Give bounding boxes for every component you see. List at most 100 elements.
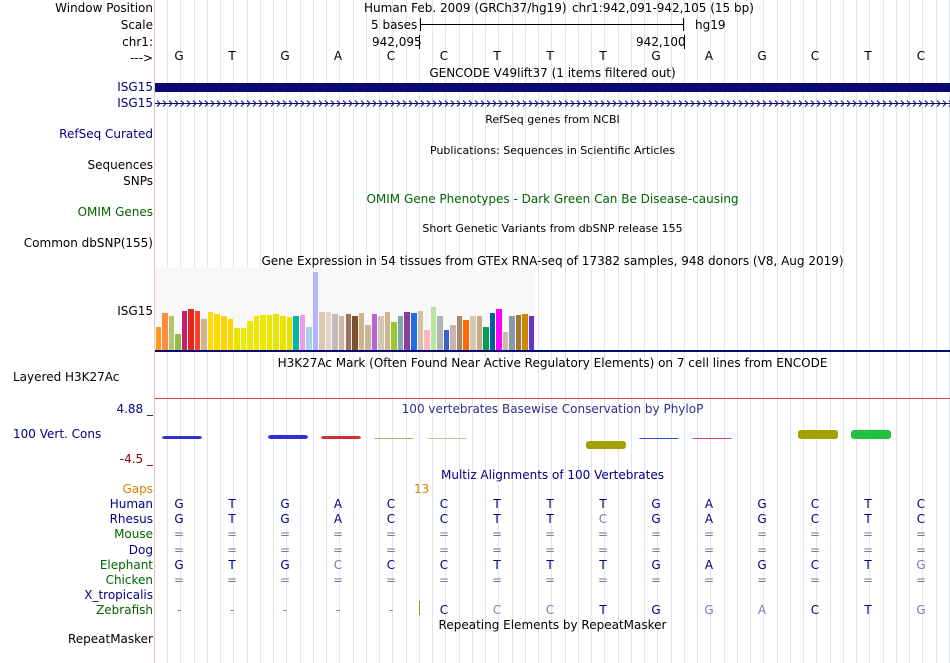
strand-chevron [744, 100, 749, 107]
gtex-tissue-bar[interactable] [227, 318, 234, 350]
strand-chevron [276, 100, 281, 107]
publications-track-title[interactable]: Publications: Sequences in Scientific Ar… [430, 144, 675, 157]
gtex-tissue-bar[interactable] [463, 320, 469, 350]
gtex-tissue-bar[interactable] [528, 315, 535, 350]
gtex-tissue-bar[interactable] [338, 315, 345, 350]
gtex-tissue-bar[interactable] [411, 313, 417, 350]
gtex-tissue-bar[interactable] [312, 272, 319, 350]
h3k27ac-track-title[interactable]: H3K27Ac Mark (Often Found Near Active Re… [277, 356, 828, 370]
gtex-tissue-bar[interactable] [207, 312, 214, 350]
gtex-tissue-bar[interactable] [266, 314, 273, 350]
gene-label-isg15-refseq[interactable]: ISG15 [117, 96, 153, 110]
gtex-track-title[interactable]: Gene Expression in 54 tissues from GTEx … [261, 254, 844, 268]
gtex-tissue-bar[interactable] [430, 307, 437, 350]
species-label[interactable]: Chicken [105, 573, 153, 587]
alignment-base: T [228, 512, 236, 527]
gtex-tissue-bar[interactable] [437, 315, 443, 350]
gtex-tissue-bar[interactable] [469, 315, 476, 350]
gtex-tissue-bar[interactable] [450, 325, 456, 350]
sequences-label[interactable]: Sequences [87, 158, 153, 172]
gtex-tissue-bar[interactable] [365, 325, 371, 350]
gtex-tissue-bar[interactable] [391, 322, 397, 350]
gtex-tissue-bar[interactable] [345, 313, 352, 350]
gtex-tissue-bar[interactable] [522, 313, 528, 350]
gtex-tissue-bar[interactable] [325, 312, 332, 350]
gtex-tissue-bar[interactable] [247, 321, 253, 350]
gtex-tissue-bar[interactable] [483, 327, 489, 350]
gtex-tissue-bar[interactable] [515, 314, 522, 350]
species-label[interactable]: Zebrafish [96, 603, 153, 618]
gtex-tissue-bar[interactable] [502, 331, 509, 350]
species-label[interactable]: Rhesus [109, 512, 153, 527]
gtex-tissue-bar[interactable] [181, 310, 188, 350]
species-label[interactable]: Elephant [99, 557, 153, 572]
common-dbsnp-label[interactable]: Common dbSNP(155) [23, 236, 153, 250]
gtex-tissue-bar[interactable] [253, 315, 260, 350]
gtex-tissue-bar[interactable] [188, 309, 194, 350]
refseq-isg15-intron[interactable] [155, 98, 950, 109]
gtex-tissue-bar[interactable] [476, 315, 483, 350]
species-label[interactable]: X_tropicalis [84, 588, 153, 603]
gtex-tissue-bar[interactable] [162, 313, 168, 350]
phylop-conservation-plot[interactable] [155, 420, 950, 456]
gtex-tissue-bar[interactable] [489, 313, 496, 350]
gtex-tissue-bar[interactable] [397, 315, 404, 350]
strand-chevron [264, 100, 269, 107]
gtex-tissue-bar[interactable] [358, 313, 365, 350]
gtex-tissue-bar[interactable] [352, 315, 358, 350]
gtex-gene-label[interactable]: ISG15 [117, 304, 153, 318]
gtex-bar-chart[interactable] [155, 268, 535, 350]
gtex-tissue-bar[interactable] [221, 315, 227, 350]
gencode-track-title[interactable]: GENCODE V49lift37 (1 items filtered out) [429, 66, 676, 80]
snps-label[interactable]: SNPs [123, 174, 153, 188]
gtex-tissue-bar[interactable] [155, 327, 162, 350]
gtex-tissue-bar[interactable] [168, 315, 175, 350]
gtex-tissue-bar[interactable] [201, 318, 207, 350]
vert-cons-label[interactable]: 100 Vert. Cons [13, 427, 102, 441]
gtex-tissue-bar[interactable] [424, 329, 430, 350]
phylop-track-title[interactable]: 100 vertebrates Basewise Conservation by… [401, 402, 704, 416]
repeatmasker-label[interactable]: RepeatMasker [67, 632, 153, 646]
species-label[interactable]: Human [109, 497, 153, 511]
gtex-tissue-bar[interactable] [194, 310, 201, 350]
gtex-tissue-bar[interactable] [240, 327, 247, 350]
gtex-tissue-bar[interactable] [306, 327, 312, 350]
gtex-tissue-bar[interactable] [332, 313, 338, 350]
gtex-tissue-bar[interactable] [293, 315, 299, 350]
dbsnp-track-title[interactable]: Short Genetic Variants from dbSNP releas… [422, 222, 683, 235]
refseq-curated-label[interactable]: RefSeq Curated [59, 127, 153, 141]
gtex-tissue-bar[interactable] [496, 309, 502, 350]
gtex-tissue-bar[interactable] [175, 333, 181, 350]
gtex-tissue-bar[interactable] [404, 312, 410, 350]
gtex-tissue-bar[interactable] [456, 315, 463, 350]
multiz-track-title[interactable]: Multiz Alignments of 100 Vertebrates [440, 468, 665, 482]
gtex-tissue-bar[interactable] [417, 310, 424, 350]
gtex-tissue-bar[interactable] [299, 314, 306, 350]
gtex-baseline [155, 350, 950, 352]
species-label[interactable]: Dog [128, 542, 153, 557]
gtex-tissue-bar[interactable] [371, 313, 378, 350]
gtex-tissue-bar[interactable] [273, 313, 279, 350]
alignment-base: G [651, 557, 661, 572]
gene-label-isg15-gencode[interactable]: ISG15 [117, 80, 153, 94]
gtex-tissue-bar[interactable] [319, 312, 325, 350]
gtex-tissue-bar[interactable] [279, 315, 286, 350]
omim-genes-label[interactable]: OMIM Genes [77, 205, 153, 219]
gtex-tissue-bar[interactable] [509, 315, 515, 350]
gtex-tissue-bar[interactable] [214, 313, 220, 350]
omim-track-title[interactable]: OMIM Gene Phenotypes - Dark Green Can Be… [366, 192, 739, 206]
gtex-tissue-bar[interactable] [260, 314, 266, 350]
repeatmasker-track-title[interactable]: Repeating Elements by RepeatMasker [438, 618, 667, 632]
gtex-tissue-bar[interactable] [234, 327, 240, 350]
alignment-base: T [228, 557, 236, 572]
strand-chevron [540, 100, 545, 107]
layered-h3k27ac-label[interactable]: Layered H3K27Ac [13, 370, 120, 384]
species-label[interactable]: Mouse [114, 527, 153, 542]
gtex-tissue-bar[interactable] [378, 315, 384, 350]
gencode-isg15-exon[interactable] [155, 83, 950, 92]
refseq-track-title[interactable]: RefSeq genes from NCBI [485, 113, 620, 126]
gtex-tissue-bar[interactable] [443, 330, 450, 350]
gtex-tissue-bar[interactable] [286, 317, 293, 350]
gtex-tissue-bar[interactable] [384, 312, 391, 350]
